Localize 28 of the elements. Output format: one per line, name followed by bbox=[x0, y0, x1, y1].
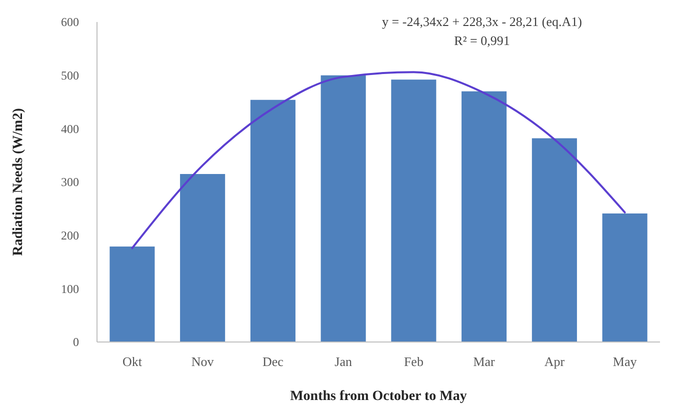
x-tick-label: Mar bbox=[473, 354, 496, 369]
bar bbox=[180, 174, 226, 342]
line-series bbox=[131, 71, 626, 250]
x-tick-label: Feb bbox=[404, 354, 424, 369]
x-tick-label: Apr bbox=[544, 354, 566, 369]
y-tick-label: 100 bbox=[61, 282, 79, 296]
x-tick-label: Jan bbox=[334, 354, 352, 369]
y-tick-label: 0 bbox=[73, 335, 79, 350]
bar bbox=[250, 100, 296, 342]
bar bbox=[110, 246, 155, 342]
annotation: y = -24,34x2 + 228,3x - 28,21 (eq.A1) bbox=[382, 14, 582, 29]
bar bbox=[532, 138, 577, 342]
x-tick-label: Dec bbox=[262, 354, 284, 369]
x-axis-title: Months from October to May bbox=[290, 389, 467, 404]
y-tick-label: 400 bbox=[61, 122, 79, 136]
y-axis-title: Radiation Needs (W/m2) bbox=[11, 108, 26, 256]
bar bbox=[320, 75, 366, 342]
y-tick-label: 200 bbox=[61, 228, 79, 243]
bar bbox=[602, 213, 648, 342]
bar bbox=[462, 91, 507, 342]
y-tick-label: 300 bbox=[61, 175, 79, 190]
annotation: R² = 0,991 bbox=[454, 33, 510, 48]
x-tick-label: Okt bbox=[122, 354, 142, 369]
x-tick-label: May bbox=[612, 354, 638, 369]
y-tick-label: 600 bbox=[61, 15, 79, 30]
bar bbox=[391, 80, 436, 342]
y-tick-label: 500 bbox=[61, 68, 79, 83]
x-tick-label: Nov bbox=[191, 354, 214, 369]
